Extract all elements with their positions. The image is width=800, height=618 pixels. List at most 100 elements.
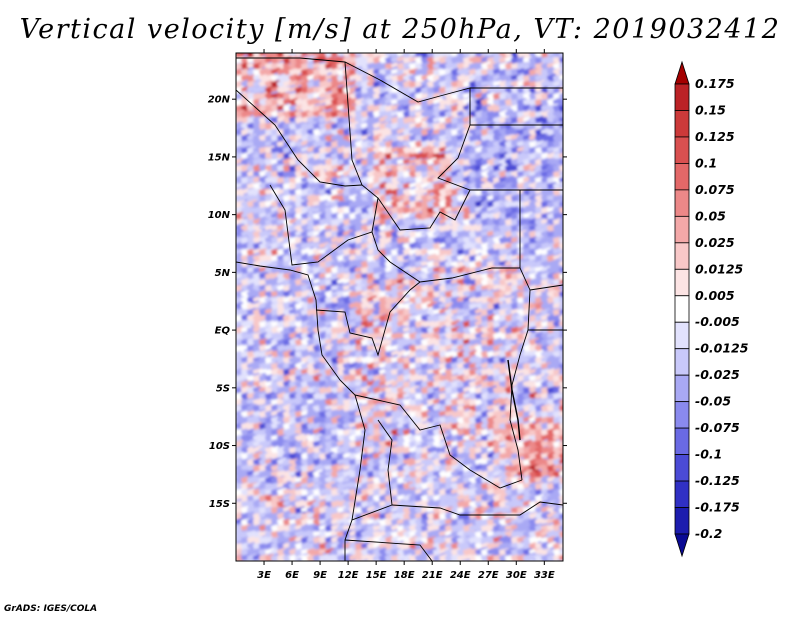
field-cell bbox=[402, 362, 411, 370]
field-cell bbox=[528, 374, 537, 382]
field-cell bbox=[312, 183, 321, 189]
field-cell bbox=[246, 158, 255, 166]
field-cell bbox=[468, 410, 477, 417]
field-cell bbox=[462, 68, 471, 75]
field-cell bbox=[378, 416, 387, 423]
field-cell bbox=[246, 62, 255, 68]
field-cell bbox=[552, 429, 560, 436]
field-cell bbox=[414, 270, 426, 280]
field-cell bbox=[486, 374, 495, 382]
field-cell bbox=[408, 152, 417, 159]
field-cell bbox=[288, 123, 297, 131]
field-cell bbox=[276, 398, 284, 405]
field-cell bbox=[236, 194, 243, 204]
field-cell bbox=[288, 212, 297, 219]
field-cell bbox=[300, 398, 309, 406]
field-cell bbox=[258, 387, 267, 392]
field-cell bbox=[318, 127, 328, 135]
field-cell bbox=[306, 152, 315, 159]
field-cell bbox=[270, 409, 282, 416]
field-cell bbox=[462, 206, 471, 215]
field-cell bbox=[246, 410, 256, 417]
field-cell bbox=[348, 356, 358, 364]
field-cell bbox=[336, 212, 345, 220]
field-cell bbox=[546, 206, 555, 212]
field-cell bbox=[402, 254, 411, 261]
field-cell bbox=[480, 212, 490, 220]
field-cell bbox=[498, 139, 509, 148]
field-cell bbox=[330, 379, 341, 387]
field-cell bbox=[420, 122, 430, 130]
field-cell bbox=[306, 428, 315, 436]
field-cell bbox=[426, 368, 434, 375]
field-cell bbox=[372, 356, 381, 364]
field-cell bbox=[408, 314, 417, 321]
field-cell bbox=[528, 416, 536, 423]
colorbar: 0.1750.150.1250.10.0750.050.0250.01250.0… bbox=[674, 60, 749, 558]
field-cell bbox=[384, 188, 393, 196]
field-cell bbox=[396, 325, 408, 335]
field-cell bbox=[312, 350, 321, 359]
field-cell bbox=[504, 127, 516, 136]
field-cell bbox=[300, 295, 312, 304]
field-cell bbox=[396, 56, 405, 62]
field-cell bbox=[450, 229, 462, 239]
field-cell bbox=[378, 241, 390, 250]
field-cell bbox=[372, 386, 382, 394]
field-cell bbox=[318, 230, 327, 237]
field-cell bbox=[348, 53, 360, 60]
y-tick-label: EQ bbox=[215, 326, 231, 337]
field-cell bbox=[444, 381, 452, 388]
field-cell bbox=[402, 104, 411, 111]
field-cell bbox=[270, 187, 282, 197]
field-cell bbox=[252, 176, 261, 183]
field-cell bbox=[336, 236, 346, 244]
field-cell bbox=[282, 241, 294, 250]
field-cell bbox=[306, 242, 316, 248]
field-cell bbox=[402, 296, 410, 303]
field-cell bbox=[408, 182, 417, 188]
field-cell bbox=[288, 385, 298, 393]
field-cell bbox=[360, 260, 369, 269]
field-cell bbox=[480, 331, 492, 340]
field-cell bbox=[270, 284, 280, 292]
x-tick-label: 30E bbox=[506, 570, 527, 581]
field-cell bbox=[504, 355, 514, 364]
field-cell bbox=[390, 68, 399, 75]
field-cell bbox=[360, 122, 368, 129]
field-cell bbox=[366, 379, 376, 387]
field-cell bbox=[354, 158, 365, 165]
field-cell bbox=[462, 386, 471, 393]
field-cell bbox=[414, 344, 425, 351]
field-cell bbox=[236, 434, 243, 442]
field-cell bbox=[324, 410, 334, 419]
field-cell bbox=[504, 319, 515, 327]
field-cell bbox=[558, 397, 563, 408]
field-cell bbox=[438, 386, 446, 393]
field-cell bbox=[236, 134, 244, 142]
field-cell bbox=[540, 290, 550, 297]
field-cell bbox=[318, 380, 327, 387]
field-cell bbox=[402, 175, 413, 183]
field-cell bbox=[366, 350, 376, 357]
field-cell bbox=[276, 223, 286, 231]
field-cell bbox=[270, 271, 281, 279]
field-cell bbox=[438, 374, 447, 381]
field-cell bbox=[390, 110, 399, 116]
field-cell bbox=[474, 362, 482, 368]
field-cell bbox=[354, 164, 364, 171]
field-cell bbox=[414, 266, 423, 272]
field-cell bbox=[450, 205, 462, 213]
field-cell bbox=[414, 416, 423, 425]
field-cell bbox=[420, 229, 431, 237]
field-cell bbox=[396, 152, 406, 158]
field-cell bbox=[390, 379, 402, 387]
field-cell bbox=[336, 104, 345, 111]
field-cell bbox=[414, 175, 424, 184]
field-cell bbox=[252, 338, 261, 346]
field-cell bbox=[264, 278, 273, 284]
field-cell bbox=[384, 379, 396, 387]
field-cell bbox=[306, 62, 315, 70]
field-cell bbox=[510, 343, 521, 352]
field-cell bbox=[318, 386, 327, 394]
